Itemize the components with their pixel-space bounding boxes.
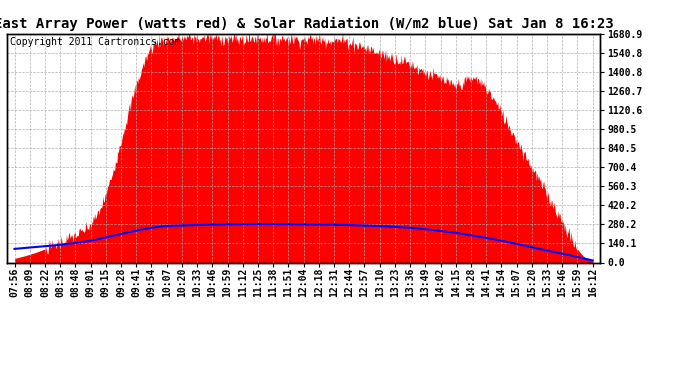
- Title: East Array Power (watts red) & Solar Radiation (W/m2 blue) Sat Jan 8 16:23: East Array Power (watts red) & Solar Rad…: [0, 17, 613, 31]
- Text: Copyright 2011 Cartronics.com: Copyright 2011 Cartronics.com: [10, 37, 180, 47]
